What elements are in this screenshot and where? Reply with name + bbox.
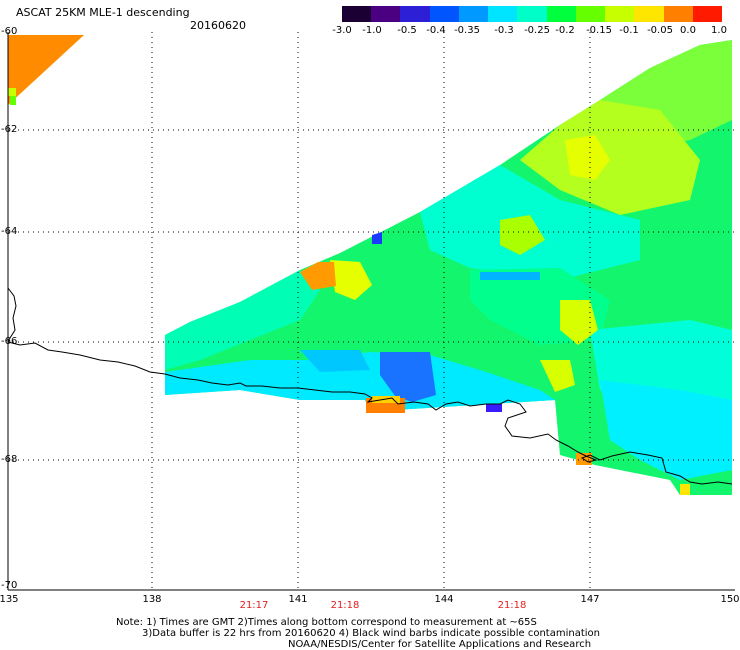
colorbar-tick-label: -0.35 [454, 25, 480, 36]
note-line-1: Note: 1) Times are GMT 2)Times along bot… [116, 617, 537, 628]
colorbar-swatch [692, 6, 723, 22]
colorbar-swatch [488, 6, 518, 22]
coastline [7, 287, 733, 485]
colorbar-swatch [663, 6, 693, 22]
colorbar-tick-label: 0.0 [680, 25, 696, 36]
colorbar-tick-label: -0.15 [586, 25, 612, 36]
data-patch [560, 300, 598, 345]
data-patch [330, 260, 372, 300]
colorbar-swatch [458, 6, 489, 22]
latitude-label: -60 [1, 26, 18, 37]
colorbar-swatch [371, 6, 401, 22]
longitude-label: 135 [0, 594, 19, 605]
data-patch [565, 135, 610, 180]
graticule [8, 32, 735, 590]
swath-patches [165, 40, 732, 495]
note-line-2: 3)Data buffer is 22 hrs from 20160620 4)… [142, 628, 600, 639]
data-patch [540, 360, 575, 392]
data-patch [500, 215, 545, 255]
map-title: ASCAT 25KM MLE-1 descending [16, 6, 190, 19]
data-patch [380, 352, 436, 402]
colorbar-tick-label: -0.25 [524, 25, 550, 36]
longitude-label: 138 [142, 594, 162, 605]
latitude-label: -62 [1, 124, 18, 135]
colorbar-tick-label: -0.1 [619, 25, 639, 36]
colorbar-tick-label: -0.5 [397, 25, 417, 36]
colorbar-tick-label: -0.05 [647, 25, 673, 36]
colorbar-tick-labels: -3.0 -1.0 -0.5 -0.4 -0.35 -0.3 -0.25 -0.2 -0.15-… [330, 25, 740, 39]
data-patch [165, 270, 320, 370]
latitude-label: -68 [1, 454, 18, 465]
colorbar-tick-label: -1.0 [362, 25, 382, 36]
colorbar-tick-label: 1.0 [711, 25, 727, 36]
data-patch [520, 100, 700, 215]
colorbar-swatch [429, 6, 459, 22]
data-patch [486, 404, 502, 412]
data-patch [300, 350, 370, 372]
colorbar-swatch [517, 6, 547, 22]
colorbar-tick-label: -0.4 [426, 25, 446, 36]
colorbar-swatch [634, 6, 664, 22]
data-patch [480, 272, 540, 280]
colorbar-tick-label: -3.0 [332, 25, 352, 36]
longitude-label: 141 [288, 594, 308, 605]
data-patch [165, 352, 555, 410]
colorbar-swatch [400, 6, 430, 22]
time-label: 21:17 [239, 600, 269, 611]
longitude-label: 144 [434, 594, 454, 605]
latitude-label: -64 [1, 226, 18, 237]
longitude-label: 147 [580, 594, 600, 605]
data-patch [680, 484, 690, 495]
data-patch [300, 262, 336, 290]
map-date: 20160620 [190, 19, 246, 32]
colorbar-swatch [605, 6, 635, 22]
axes-frame [7, 32, 735, 591]
time-label: 21:18 [330, 600, 360, 611]
time-label: 21:18 [497, 600, 527, 611]
colorbar-swatch [342, 6, 372, 22]
colorbar-tick-label: -0.2 [555, 25, 575, 36]
data-patch [600, 380, 732, 480]
latitude-label: -70 [1, 580, 18, 591]
longitude-label: 150 [720, 594, 740, 605]
latitude-label: -66 [1, 336, 18, 347]
colorbar-swatch [546, 6, 576, 22]
colorbar [342, 6, 723, 22]
data-patch [372, 232, 382, 244]
colorbar-swatch [575, 6, 606, 22]
corner-data-patch [8, 35, 84, 105]
note-line-3: NOAA/NESDIS/Center for Satellite Applica… [288, 639, 592, 650]
colorbar-tick-label: -0.3 [494, 25, 514, 36]
